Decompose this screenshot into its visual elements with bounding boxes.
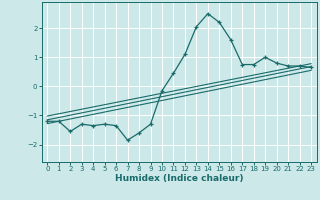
- X-axis label: Humidex (Indice chaleur): Humidex (Indice chaleur): [115, 174, 244, 183]
